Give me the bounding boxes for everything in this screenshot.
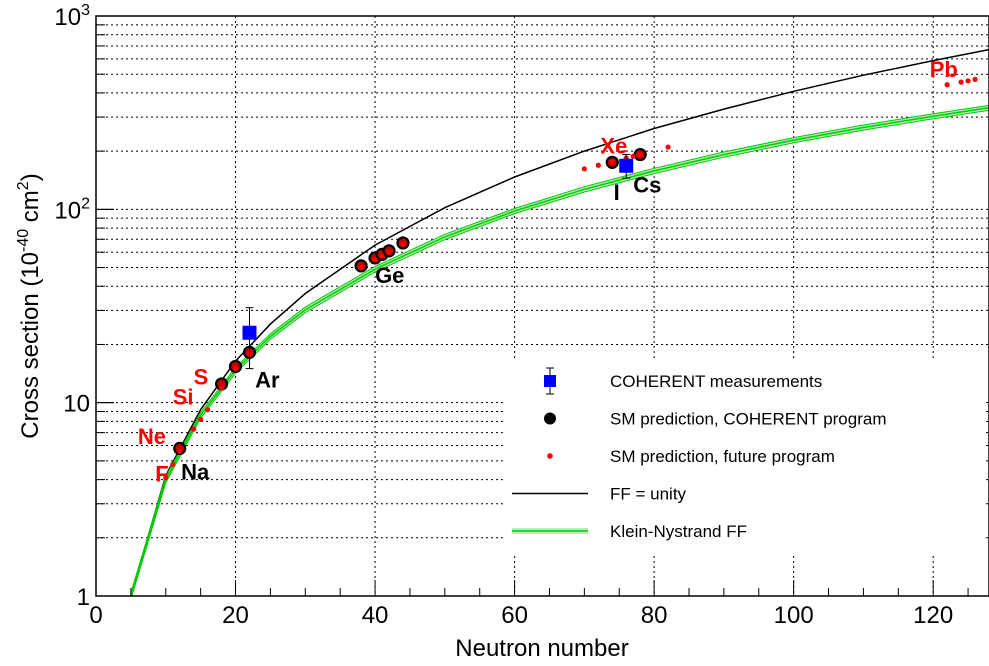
legend-label: SM prediction, future program (610, 447, 835, 466)
element-label-ar: Ar (255, 367, 280, 392)
element-label-i: I (614, 180, 620, 205)
legend-entry: COHERENT measurements (544, 367, 822, 395)
measurement-point (242, 325, 257, 340)
measurement-point (619, 158, 634, 173)
y-tick-label: 10 (63, 391, 90, 418)
element-label-xe: Xe (600, 134, 627, 159)
x-axis-title: Neutron number (455, 635, 628, 662)
x-tick-label: 40 (362, 602, 389, 629)
legend-box (503, 360, 983, 554)
legend: COHERENT measurements SM prediction, COHE… (503, 360, 983, 554)
future-prediction-point (958, 79, 964, 85)
klein-nystrand-band-upper (130, 104, 989, 593)
future-prediction-point (379, 253, 385, 259)
element-label-s: S (194, 365, 209, 390)
y-tick-label-exponent: 3 (81, 2, 90, 19)
legend-circle-marker (544, 412, 556, 425)
element-label-ne: Ne (138, 424, 166, 449)
future-prediction-point (198, 416, 204, 422)
future-prediction-point (637, 151, 643, 158)
future-prediction-point (581, 166, 587, 172)
element-label-na: Na (181, 460, 210, 485)
future-prediction-point (218, 385, 225, 391)
data-points (163, 76, 978, 481)
legend-entry: SM prediction, future program (547, 447, 835, 466)
element-label-pb: Pb (930, 57, 958, 82)
future-prediction-point (232, 366, 239, 372)
future-prediction-point (372, 256, 378, 263)
future-prediction-point (630, 153, 636, 159)
x-tick-label: 60 (501, 602, 528, 629)
y-tick-label: 1 (77, 584, 90, 611)
legend-entry: FF = unity (512, 485, 687, 504)
y-tick-label-base: 10 (54, 197, 81, 224)
legend-label: SM prediction, COHERENT program (610, 410, 887, 429)
element-label-ge: Ge (375, 263, 404, 288)
plot-frame (95, 15, 989, 597)
future-prediction-point (595, 162, 601, 168)
future-prediction-point (665, 144, 671, 150)
future-prediction-point (965, 78, 971, 84)
y-tick-label: 103 (54, 2, 90, 31)
future-prediction-point (163, 474, 169, 481)
y-axis-title: Cross section (10-40 cm2) (15, 173, 44, 438)
element-label-f: F (155, 462, 168, 487)
future-prediction-point (205, 407, 211, 413)
legend-square-marker (544, 375, 556, 387)
legend-dot-marker (547, 453, 553, 459)
y-tick-label-exponent: 2 (81, 195, 90, 212)
future-prediction-point (358, 264, 364, 271)
x-tick-label: 0 (89, 602, 102, 629)
element-labels: F Ne Na SiS Ar Ge Xe I Cs Pb (138, 57, 958, 487)
y-tick-label-base: 10 (54, 4, 81, 31)
legend-entry: Klein-Nystrand FF (512, 522, 747, 541)
future-prediction-point (170, 461, 176, 467)
future-prediction-point (400, 241, 406, 247)
x-tick-label: 120 (913, 602, 953, 629)
legend-label: COHERENT measurements (610, 372, 822, 391)
future-prediction-point (972, 76, 978, 82)
element-label-cs: Cs (633, 173, 661, 198)
legend-label: FF = unity (610, 485, 687, 504)
future-prediction-point (177, 448, 183, 454)
x-tick-label: 100 (774, 602, 814, 629)
future-prediction-point (609, 159, 615, 165)
x-tick-label: 80 (641, 602, 668, 629)
legend-label: Klein-Nystrand FF (610, 522, 747, 541)
legend-entry: SM prediction, COHERENT program (544, 410, 887, 429)
future-prediction-point (191, 426, 197, 432)
future-prediction-point (944, 82, 950, 88)
x-tick-label: 20 (222, 602, 249, 629)
future-prediction-point (386, 249, 392, 255)
y-tick-label: 102 (54, 195, 90, 224)
klein-nystrand-band-lower (131, 109, 989, 596)
element-label-si: Si (173, 384, 194, 409)
klein-nystrand-curve (130, 107, 989, 596)
